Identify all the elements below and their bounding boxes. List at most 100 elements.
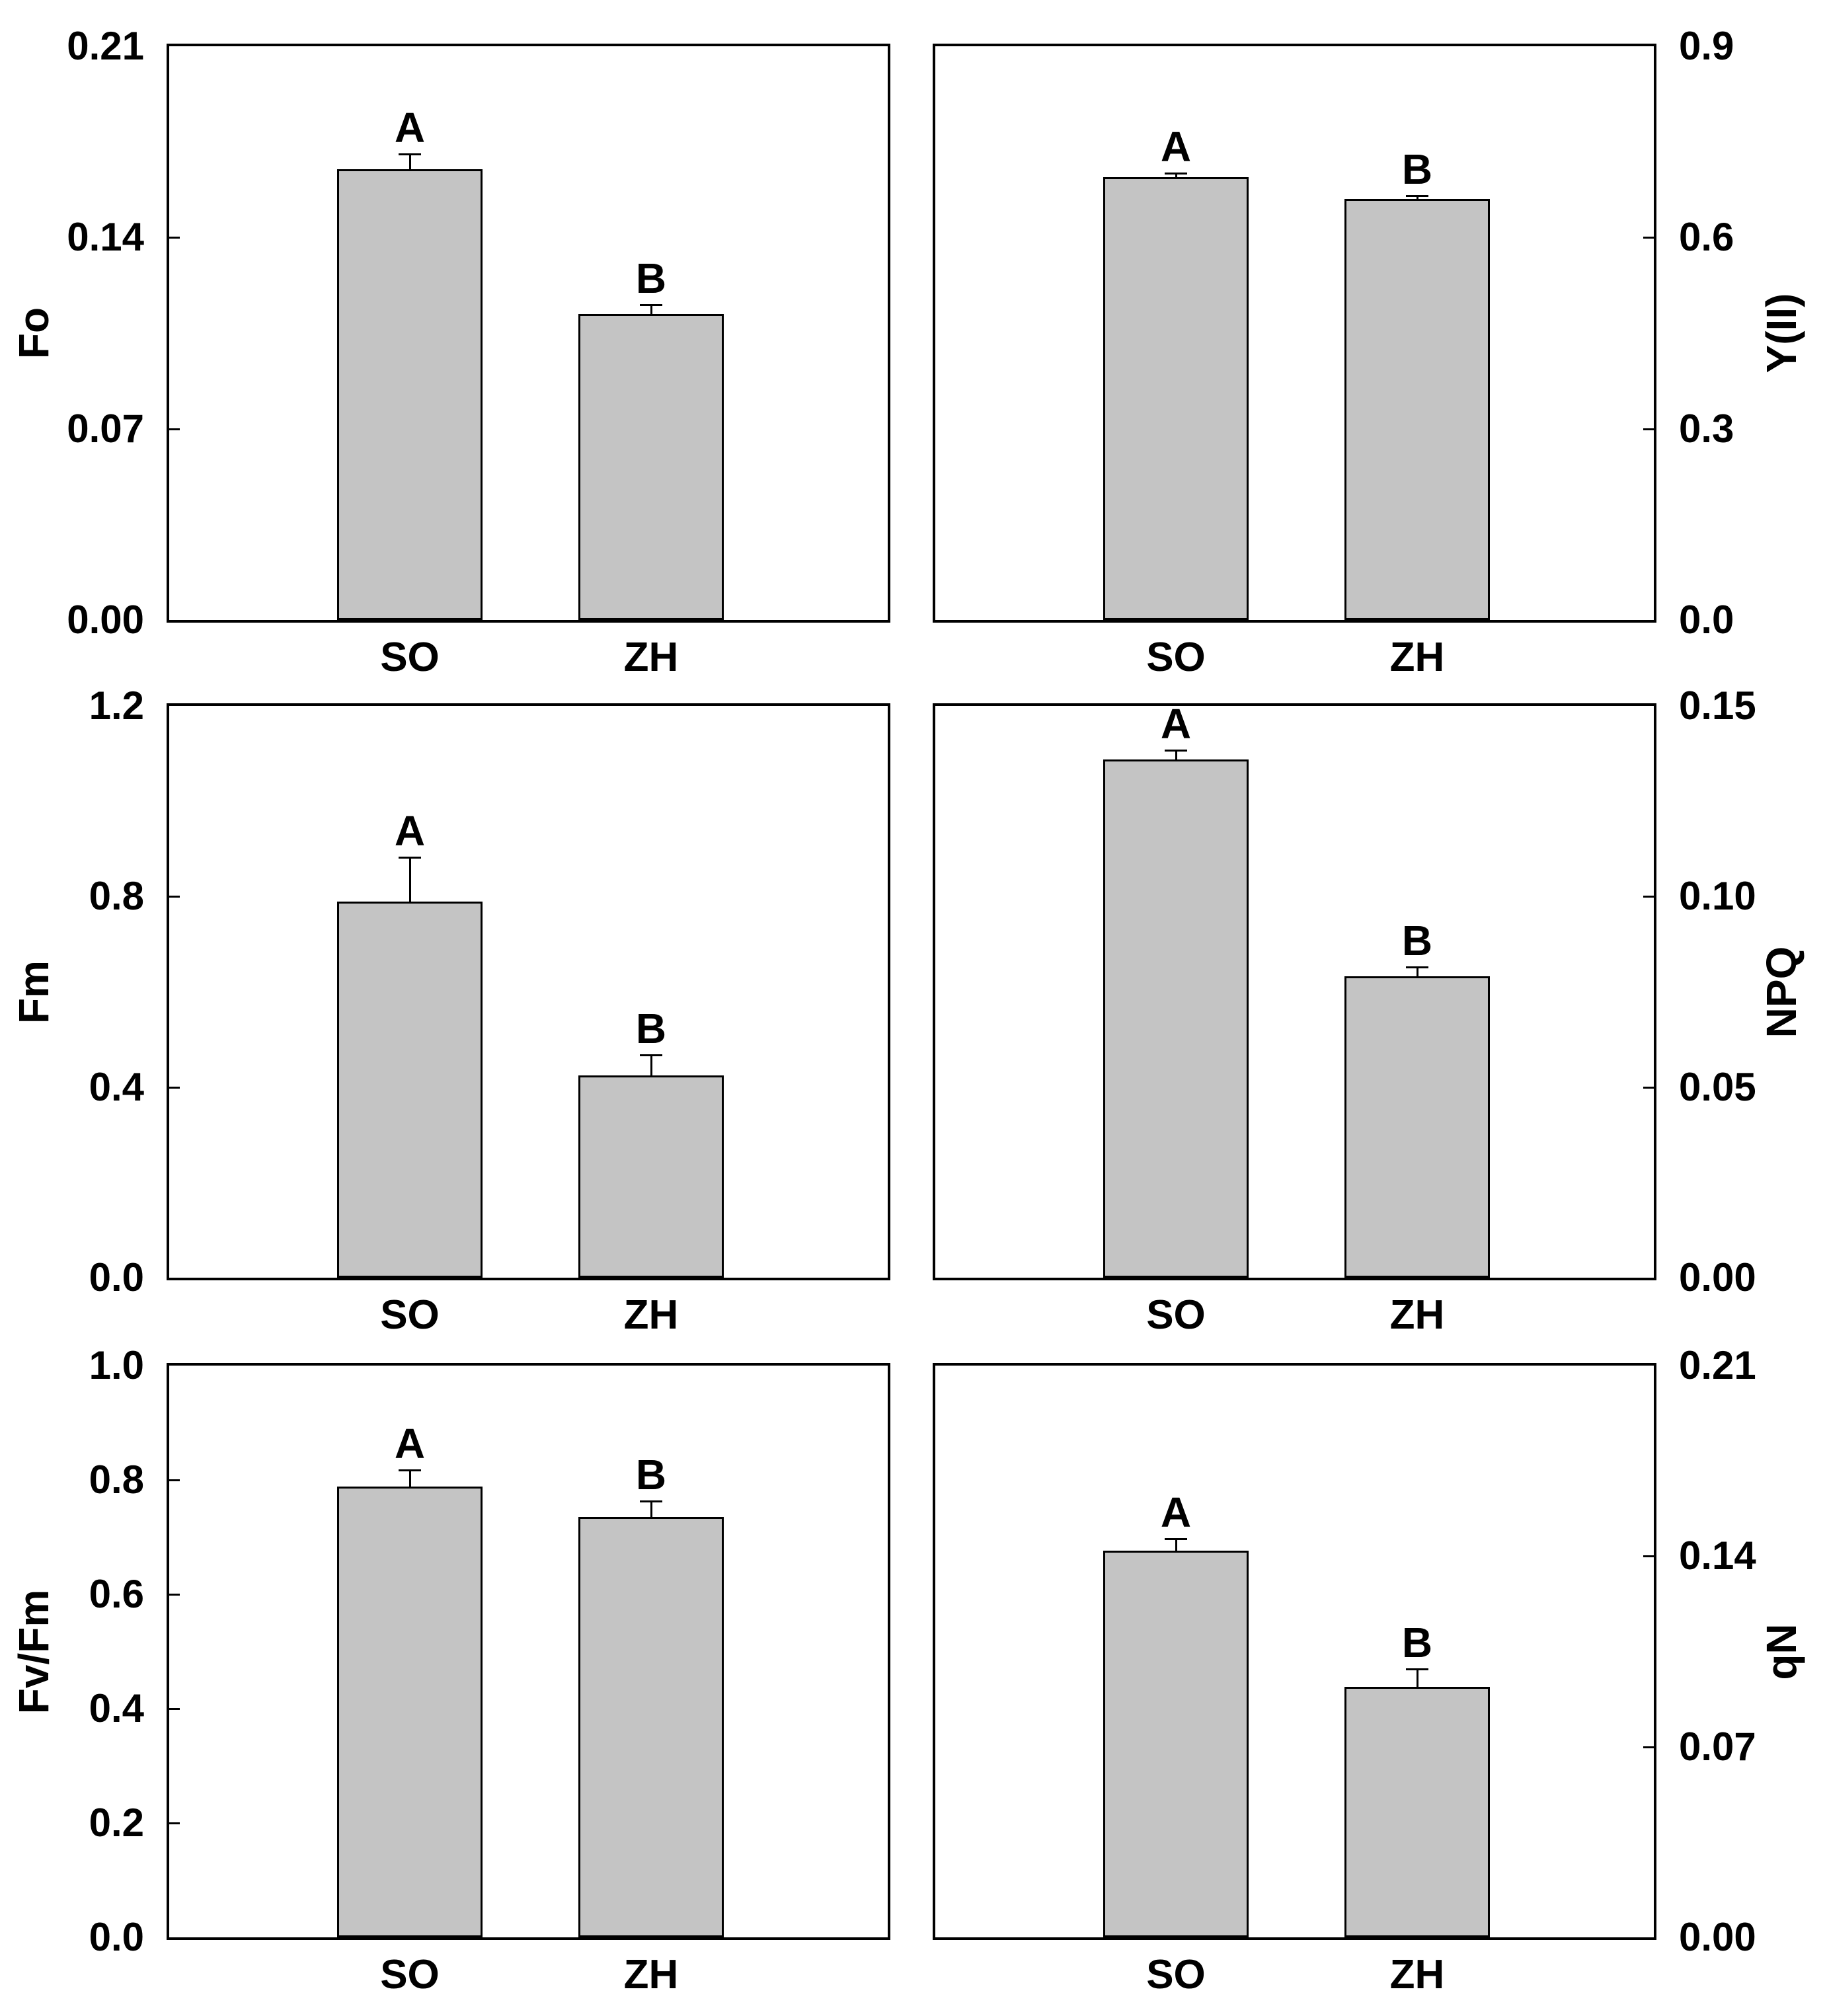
x-label-qn-zh: ZH: [1389, 1952, 1445, 1997]
error-bar-cap-qn-so: [1165, 1538, 1187, 1540]
error-bar-stem-fvfm-so: [408, 1471, 411, 1487]
tick-label-fm-1.2: 1.2: [89, 683, 144, 728]
x-label-qn-so: SO: [1146, 1952, 1206, 1997]
y-axis-title-fo: Fo: [10, 307, 58, 360]
error-bar-stem-qn-zh: [1416, 1670, 1418, 1687]
x-label-yii-so: SO: [1146, 635, 1206, 680]
tick-label-qn-0.00: 0.00: [1679, 1915, 1756, 1959]
y-axis-title-npq: NPQ: [1758, 946, 1805, 1038]
error-bar-stem-fm-so: [408, 859, 411, 902]
bar-qn-so: [1103, 1551, 1249, 1937]
tick-label-fvfm-0.8: 0.8: [89, 1457, 144, 1502]
bar-fo-zh: [578, 314, 724, 620]
tick-fo-0.07: [169, 428, 180, 430]
tick-fvfm-0.8: [169, 1479, 180, 1481]
tick-label-fvfm-0.6: 0.6: [89, 1572, 144, 1616]
error-bar-stem-npq-so: [1175, 752, 1177, 759]
error-bar-stem-yii-so: [1175, 174, 1177, 177]
tick-label-yii-0.0: 0.0: [1679, 598, 1734, 642]
bar-yii-zh: [1344, 199, 1490, 620]
tick-label-fo-0.21: 0.21: [67, 24, 144, 68]
tick-label-npq-0.05: 0.05: [1679, 1065, 1756, 1109]
x-label-fo-so: SO: [380, 635, 440, 680]
tick-qn-0.14: [1643, 1555, 1654, 1557]
tick-label-qn-0.07: 0.07: [1679, 1725, 1756, 1769]
tick-label-fvfm-0.2: 0.2: [89, 1801, 144, 1845]
bar-fo-so: [337, 169, 483, 620]
error-bar-cap-fm-so: [399, 857, 421, 859]
sig-letter-fm-so: A: [394, 807, 426, 855]
error-bar-cap-yii-so: [1165, 173, 1187, 174]
error-bar-cap-fvfm-zh: [640, 1500, 662, 1502]
tick-npq-0.05: [1643, 1086, 1654, 1089]
tick-label-npq-0.15: 0.15: [1679, 683, 1756, 728]
error-bar-stem-fm-zh: [650, 1056, 652, 1075]
x-label-fvfm-zh: ZH: [623, 1952, 679, 1997]
bar-npq-zh: [1344, 976, 1490, 1278]
tick-label-yii-0.9: 0.9: [1679, 24, 1734, 68]
x-label-fo-zh: ZH: [623, 635, 679, 680]
x-label-npq-so: SO: [1146, 1292, 1206, 1338]
error-bar-stem-qn-so: [1175, 1540, 1177, 1551]
tick-label-yii-0.6: 0.6: [1679, 215, 1734, 259]
bar-npq-so: [1103, 759, 1249, 1278]
x-label-fvfm-so: SO: [380, 1952, 440, 1997]
y-axis-title-qn: qN: [1758, 1623, 1805, 1680]
sig-letter-qn-so: A: [1160, 1489, 1192, 1536]
bar-fm-zh: [578, 1075, 724, 1278]
sig-letter-npq-so: A: [1160, 700, 1192, 748]
tick-label-npq-0.00: 0.00: [1679, 1255, 1756, 1299]
sig-letter-fm-zh: B: [635, 1005, 667, 1052]
tick-label-fo-0.14: 0.14: [67, 215, 144, 259]
tick-fm-0.8: [169, 895, 180, 898]
x-label-fm-so: SO: [380, 1292, 440, 1338]
tick-qn-0.07: [1643, 1746, 1654, 1748]
error-bar-cap-fvfm-so: [399, 1469, 421, 1471]
error-bar-stem-fo-so: [408, 155, 411, 169]
bar-fvfm-zh: [578, 1517, 724, 1937]
tick-label-qn-0.14: 0.14: [1679, 1533, 1756, 1578]
tick-label-yii-0.3: 0.3: [1679, 407, 1734, 451]
tick-fo-0.14: [169, 236, 180, 239]
sig-letter-fo-zh: B: [635, 254, 667, 302]
tick-fvfm-0.6: [169, 1593, 180, 1596]
sig-letter-yii-so: A: [1160, 123, 1192, 171]
tick-fvfm-0.4: [169, 1707, 180, 1710]
error-bar-cap-fo-so: [399, 153, 421, 155]
tick-label-fvfm-0.0: 0.0: [89, 1915, 144, 1959]
sig-letter-npq-zh: B: [1401, 917, 1433, 964]
sig-letter-fvfm-so: A: [394, 1420, 426, 1467]
tick-yii-0.3: [1643, 428, 1654, 430]
tick-yii-0.6: [1643, 236, 1654, 239]
tick-label-npq-0.10: 0.10: [1679, 874, 1756, 918]
tick-label-fo-0.07: 0.07: [67, 407, 144, 451]
error-bar-cap-qn-zh: [1406, 1668, 1428, 1670]
tick-label-fvfm-0.4: 0.4: [89, 1686, 144, 1730]
bar-yii-so: [1103, 177, 1249, 620]
sig-letter-fo-so: A: [394, 104, 426, 151]
bar-fvfm-so: [337, 1487, 483, 1937]
error-bar-cap-fo-zh: [640, 304, 662, 306]
sig-letter-qn-zh: B: [1401, 1619, 1433, 1666]
x-label-npq-zh: ZH: [1389, 1292, 1445, 1338]
sig-letter-yii-zh: B: [1401, 145, 1433, 193]
tick-fm-0.4: [169, 1086, 180, 1089]
error-bar-stem-fo-zh: [650, 306, 652, 314]
tick-npq-0.10: [1643, 895, 1654, 898]
error-bar-cap-npq-zh: [1406, 966, 1428, 968]
y-axis-title-fm: Fm: [10, 960, 58, 1024]
bar-fm-so: [337, 902, 483, 1278]
y-axis-title-fvfm: Fv/Fm: [10, 1589, 58, 1714]
sig-letter-fvfm-zh: B: [635, 1451, 667, 1498]
error-bar-stem-yii-zh: [1416, 197, 1418, 199]
error-bar-cap-yii-zh: [1406, 195, 1428, 197]
bar-qn-zh: [1344, 1687, 1490, 1937]
y-axis-title-yii: Y(II): [1758, 293, 1805, 373]
tick-fvfm-0.2: [169, 1822, 180, 1824]
